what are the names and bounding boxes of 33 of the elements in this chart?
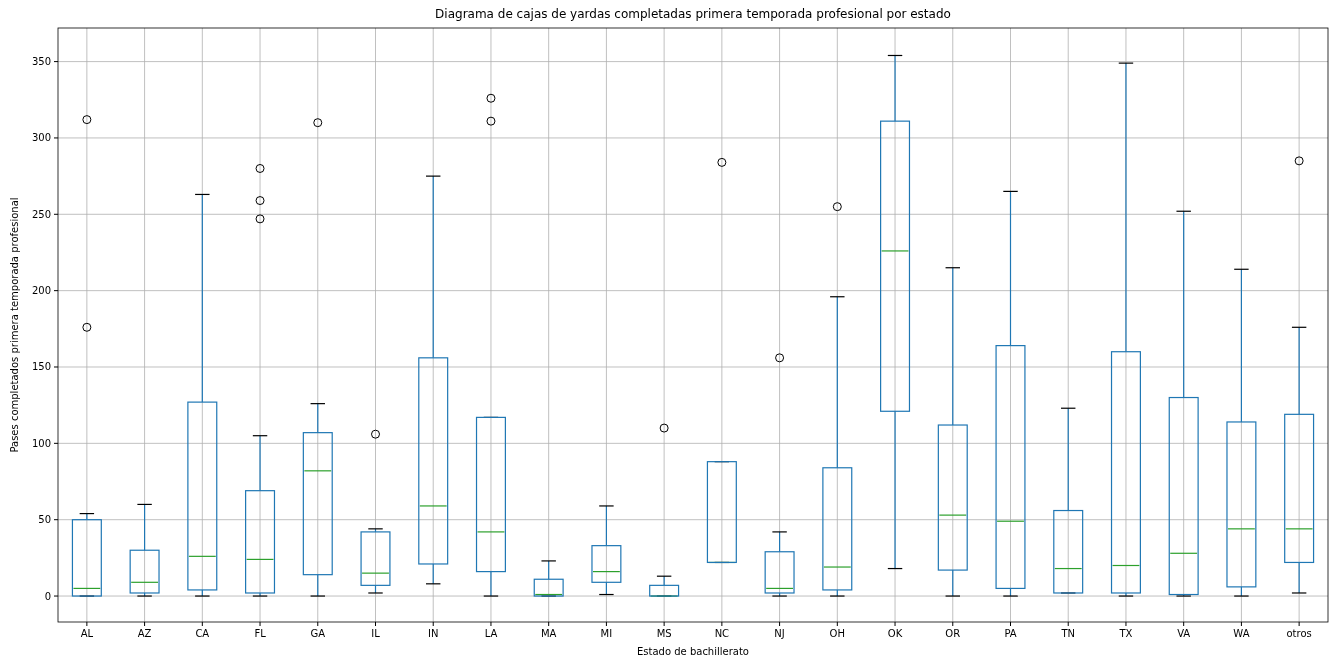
x-tick-label: OH — [829, 628, 846, 639]
x-tick-label: TX — [1118, 628, 1133, 639]
x-tick-label: PA — [1004, 628, 1017, 639]
x-axis-title: Estado de bachillerato — [637, 646, 749, 657]
x-tick-label: IL — [371, 628, 381, 639]
x-tick-label: CA — [195, 628, 210, 639]
x-tick-label: OR — [945, 628, 961, 639]
x-tick-label: AZ — [137, 628, 152, 639]
y-tick-label: 300 — [31, 132, 51, 144]
y-tick-label: 150 — [31, 361, 51, 373]
y-tick-label: 200 — [31, 285, 51, 297]
x-tick-label: otros — [1286, 628, 1312, 639]
x-tick-label: IN — [428, 628, 439, 639]
x-tick-label: MA — [540, 628, 557, 639]
x-tick-label: MS — [656, 628, 672, 639]
x-tick-label: TN — [1060, 628, 1076, 639]
x-tick-label: OK — [887, 628, 903, 639]
x-tick-label: NJ — [774, 628, 785, 639]
y-tick-label: 100 — [31, 437, 51, 449]
x-tick-label: FL — [254, 628, 267, 639]
x-tick-label: GA — [310, 628, 326, 639]
y-tick-label: 350 — [31, 56, 51, 68]
y-tick-label: 0 — [44, 590, 51, 602]
y-tick-label: 50 — [38, 514, 51, 526]
x-tick-label: VA — [1177, 628, 1191, 639]
x-tick-label: NC — [714, 628, 730, 639]
x-tick-label: WA — [1233, 628, 1250, 639]
chart-title: Diagrama de cajas de yardas completadas primera temporada profesional por estado — [435, 7, 951, 21]
y-axis-title: Pases completados primera temporada profesional — [9, 197, 20, 453]
x-tick-label: MI — [600, 628, 613, 639]
y-tick-label: 250 — [31, 208, 51, 220]
x-tick-label: AL — [80, 628, 94, 639]
x-tick-label: LA — [484, 628, 498, 639]
